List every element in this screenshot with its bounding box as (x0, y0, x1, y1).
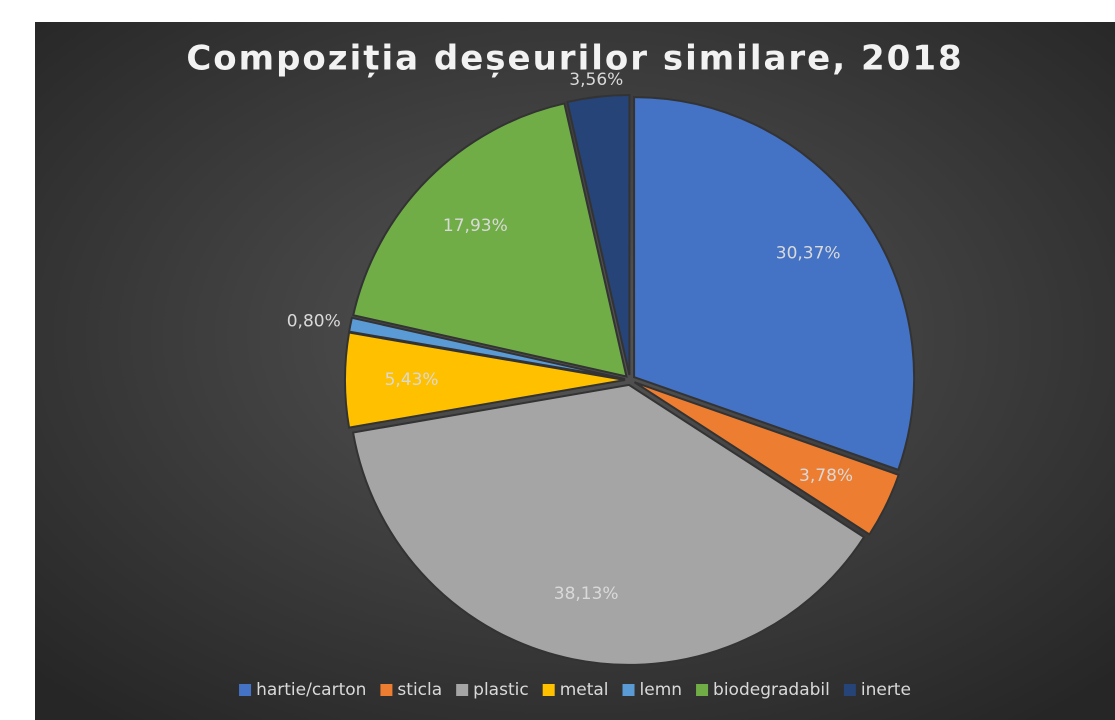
legend-swatch (542, 684, 555, 696)
chart-title: Compoziția deșeurilor similare, 2018 (186, 39, 963, 79)
data-label: 17,93% (443, 216, 508, 236)
pie-slice (347, 316, 626, 381)
legend-label: hartie/carton (256, 680, 366, 700)
legend-label: lemn (640, 680, 683, 700)
legend-label: plastic (473, 680, 529, 700)
data-label: 38,13% (554, 584, 619, 604)
data-label: 3,56% (569, 70, 623, 90)
legend-swatch (696, 684, 709, 696)
data-label: 3,78% (799, 466, 853, 486)
pie-slice (352, 102, 628, 378)
pie-slice (633, 381, 900, 536)
legend-label: biodegradabil (713, 680, 830, 700)
pie-slice (351, 383, 866, 666)
legend-swatch (622, 684, 635, 696)
legend-swatch (380, 684, 393, 696)
data-label: 5,43% (385, 370, 439, 390)
data-label: 0,80% (287, 311, 341, 331)
legend-label: metal (560, 680, 609, 700)
pie-slice (633, 96, 916, 472)
pie: 30,37% 3,78% 38,13% 5,43% 0,80% 17,93% 3,56% (287, 70, 916, 666)
legend-swatch (456, 684, 469, 696)
legend-swatch (843, 684, 856, 696)
pie-slice (566, 94, 631, 376)
data-label: 30,37% (776, 244, 841, 264)
legend-label: sticla (397, 680, 442, 700)
legend-swatch (239, 684, 252, 696)
legend: hartie/carton sticla plastic metal lemn biode… (239, 680, 911, 700)
pie-slice (344, 331, 626, 429)
legend-label: inerte (861, 680, 911, 700)
